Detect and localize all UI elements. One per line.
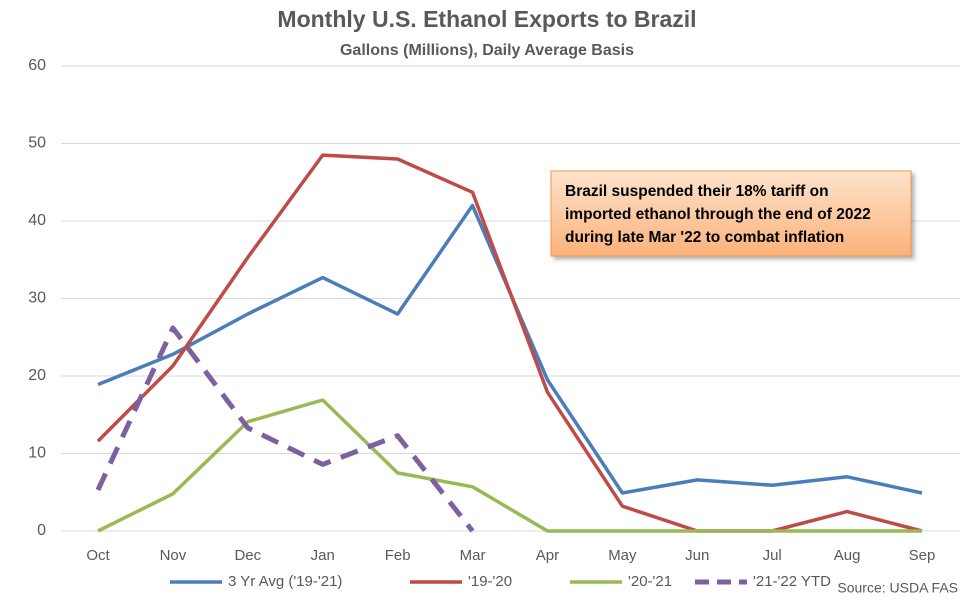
x-tick-label: Dec xyxy=(234,547,261,564)
series-line xyxy=(97,398,922,533)
legend-label: 3 Yr Avg ('19-'21) xyxy=(228,573,342,590)
chart-subtitle: Gallons (Millions), Daily Average Basis xyxy=(340,42,634,59)
chart-title: Monthly U.S. Ethanol Exports to Brazil xyxy=(277,6,696,32)
y-tick-label: 60 xyxy=(28,57,46,74)
legend-label: '21-'22 YTD xyxy=(753,573,831,590)
grid: 0 10 20 30 40 50 60 Oct Nov Dec Jan Feb Mar Apr May Jun… xyxy=(28,57,960,564)
lines xyxy=(95,153,923,533)
x-tick-label: Jun xyxy=(685,547,709,564)
x-tick-label: Nov xyxy=(160,547,187,564)
legend: 3 Yr Avg ('19-'21) '19-'20 '20-'21 '21-'22 … xyxy=(170,573,831,590)
legend-label: '20-'21 xyxy=(628,573,672,590)
x-tick-label: May xyxy=(608,547,637,564)
series-line xyxy=(95,325,475,533)
y-tick-label: 40 xyxy=(28,212,46,229)
x-tick-label: Apr xyxy=(536,547,559,564)
x-tick-label: Oct xyxy=(86,547,110,564)
x-tick-label: Sep xyxy=(909,547,936,564)
x-tick-label: Jul xyxy=(763,547,782,564)
x-tick-label: Jan xyxy=(311,547,335,564)
source: Source: USDA FAS xyxy=(837,580,958,596)
annotation-line: during late Mar '22 to combat inflation xyxy=(565,229,844,246)
annotation-line: imported ethanol through the end of 2022 xyxy=(565,206,871,223)
annotation-box xyxy=(550,170,912,257)
annotation: Brazil suspended their 18% tariff on imp… xyxy=(550,170,912,257)
y-tick-label: 10 xyxy=(28,445,46,462)
x-tick-label: Aug xyxy=(834,547,861,564)
y-tick-label: 0 xyxy=(37,522,46,539)
y-tick-label: 50 xyxy=(28,135,46,152)
series-line xyxy=(96,153,923,533)
x-tick-label: Feb xyxy=(385,547,411,564)
y-tick-label: 20 xyxy=(28,367,46,384)
y-tick-label: 30 xyxy=(28,290,46,307)
annotation-line: Brazil suspended their 18% tariff on xyxy=(565,183,829,200)
legend-label: '19-'20 xyxy=(468,573,512,590)
x-tick-label: Mar xyxy=(460,547,486,564)
